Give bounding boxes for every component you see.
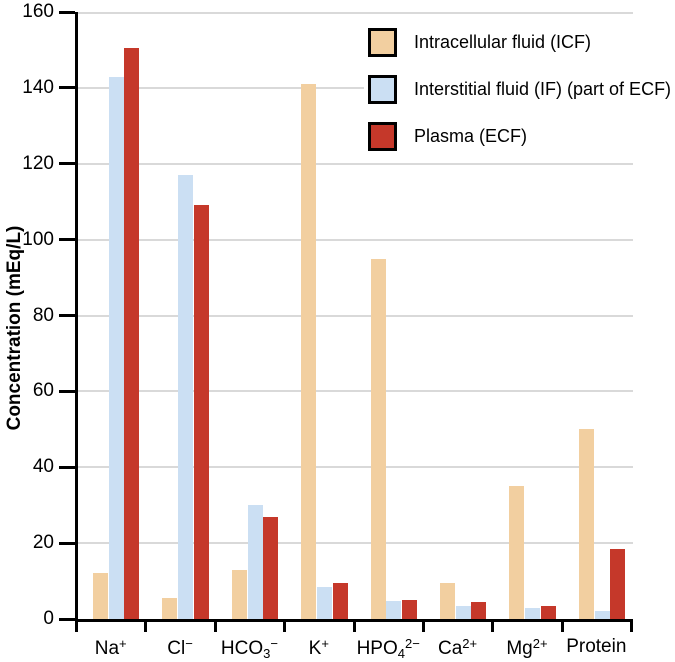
legend-item-icf: Intracellular fluid (ICF) — [368, 28, 671, 57]
y-tick-160 — [59, 10, 75, 14]
y-tick-label-40: 40 — [32, 456, 54, 478]
legend-label-icf: Intracellular fluid (ICF) — [414, 32, 592, 52]
x-tick-4 — [352, 619, 356, 632]
x-tick-0 — [75, 619, 78, 632]
y-tick-0 — [59, 617, 75, 621]
bar-Ca2+-Plasma (ECF) — [471, 601, 487, 619]
bar-Na+-Interstitial fluid (IF) (part of ECF) — [108, 76, 124, 619]
icf-swatch-icon — [368, 28, 397, 57]
x-tick-3 — [283, 619, 287, 632]
bar-HPO42−-Plasma (ECF) — [401, 600, 417, 619]
bar-Na+-Intracellular fluid (ICF) — [93, 573, 108, 619]
gridline-140 — [78, 86, 633, 89]
gridline-160 — [78, 12, 633, 14]
y-tick-40 — [59, 465, 75, 469]
bar-Ca2+-Interstitial fluid (IF) (part of ECF) — [455, 605, 471, 619]
bar-K+-Plasma (ECF) — [332, 582, 348, 619]
bar-Ca2+-Intracellular fluid (ICF) — [439, 582, 455, 619]
bar-HCO3−-Plasma (ECF) — [263, 516, 279, 619]
x-tick-2 — [213, 619, 217, 632]
y-tick-140 — [59, 86, 75, 90]
bar-HPO42−-Interstitial fluid (IF) (part of ECF) — [386, 600, 402, 619]
legend-label-if: Interstitial fluid (IF) (part of ECF) — [414, 79, 672, 99]
y-tick-label-80: 80 — [32, 304, 54, 326]
y-tick-label-20: 20 — [32, 532, 54, 554]
gridline-120 — [78, 162, 633, 165]
x-label-Ca2+: Ca2+ — [438, 636, 478, 659]
x-label-Cl−: Cl− — [167, 636, 193, 659]
bar-Mg2+-Interstitial fluid (IF) (part of ECF) — [525, 607, 541, 619]
gridline-60 — [78, 390, 633, 393]
y-tick-label-160: 160 — [22, 1, 54, 22]
x-label-Mg2+: Mg2+ — [506, 636, 548, 659]
legend-label-plasma: Plasma (ECF) — [414, 126, 528, 146]
y-tick-label-120: 120 — [22, 152, 54, 174]
y-tick-100 — [59, 238, 75, 242]
x-label-HPO42−: HPO42− — [356, 636, 420, 661]
y-tick-label-0: 0 — [43, 608, 54, 629]
x-tick-6 — [491, 619, 495, 632]
y-tick-label-140: 140 — [22, 76, 54, 98]
x-tick-8 — [630, 619, 633, 632]
bar-HPO42−-Intracellular fluid (ICF) — [370, 258, 386, 619]
bar-K+-Interstitial fluid (IF) (part of ECF) — [317, 586, 333, 619]
bar-K+-Intracellular fluid (ICF) — [301, 84, 317, 619]
bar-Mg2+-Intracellular fluid (ICF) — [509, 486, 525, 619]
gridline-80 — [78, 314, 633, 317]
if-swatch-icon — [368, 75, 397, 104]
legend-item-plasma: Plasma (ECF) — [368, 122, 671, 151]
bar-Cl−-Interstitial fluid (IF) (part of ECF) — [178, 175, 194, 619]
bar-HCO3−-Intracellular fluid (ICF) — [231, 569, 247, 619]
bar-Protein-Plasma (ECF) — [610, 548, 626, 619]
bar-Protein-Intracellular fluid (ICF) — [578, 429, 594, 619]
bar-Cl−-Plasma (ECF) — [193, 205, 209, 619]
x-tick-7 — [560, 619, 564, 632]
x-label-HCO3−: HCO3− — [220, 636, 278, 661]
gridline-20 — [78, 542, 633, 545]
bar-Protein-Interstitial fluid (IF) (part of ECF) — [594, 611, 610, 619]
y-tick-120 — [59, 162, 75, 166]
x-tick-5 — [421, 619, 425, 632]
x-label-Na+: Na+ — [94, 636, 127, 659]
bar-Cl−-Intracellular fluid (ICF) — [162, 598, 178, 619]
bar-HCO3−-Interstitial fluid (IF) (part of ECF) — [247, 505, 263, 619]
legend: Intracellular fluid (ICF) Interstitial f… — [364, 26, 675, 153]
plot-area: 0 20 40 60 80 100 120 140 160 Na+ Cl− HCO3− K+ HPO42−… — [22, 2, 633, 661]
gridline-100 — [78, 238, 633, 241]
bar-Mg2+-Plasma (ECF) — [540, 605, 556, 619]
y-tick-label-100: 100 — [22, 228, 54, 250]
bar-Na+-Plasma (ECF) — [124, 48, 140, 619]
x-label-K+: K+ — [308, 636, 329, 659]
plasma-swatch-icon — [368, 122, 397, 151]
gridline-40 — [78, 466, 633, 469]
y-tick-20 — [59, 541, 75, 545]
y-tick-60 — [59, 389, 75, 393]
y-tick-label-60: 60 — [32, 380, 54, 402]
legend-item-if: Interstitial fluid (IF) (part of ECF) — [368, 75, 671, 104]
y-tick-80 — [59, 314, 75, 317]
x-label-Protein: Protein — [566, 636, 627, 657]
x-tick-1 — [144, 619, 148, 632]
